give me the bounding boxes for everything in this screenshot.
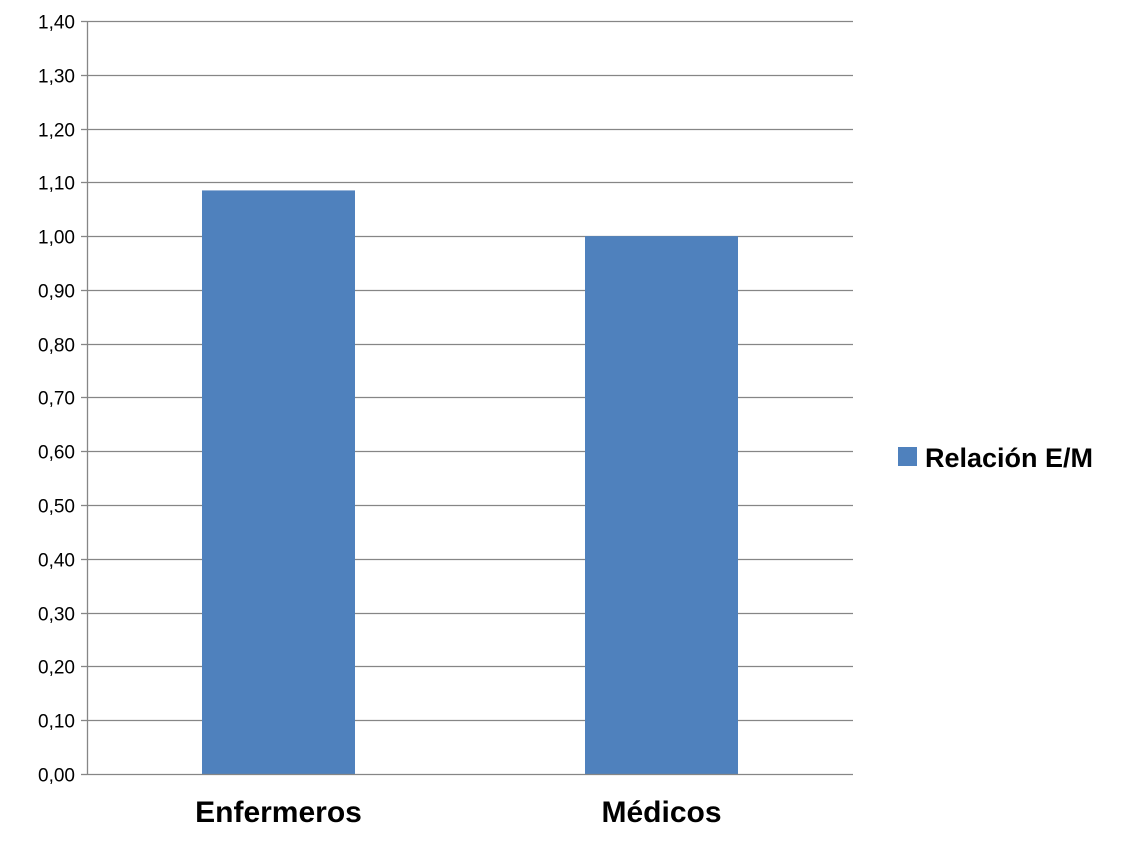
y-tick-label: 0,20 (38, 658, 75, 679)
legend-label: Relación E/M (925, 443, 1093, 473)
y-tick-label: 0,50 (38, 497, 75, 518)
y-tick-label: 0,30 (38, 605, 75, 626)
gridlines (87, 20, 853, 722)
y-axis-ticks: 0,00 0,10 0,20 0,30 0,40 0,50 0,60 0,70 0,80 0,90… (38, 13, 75, 787)
y-tick-label: 0,40 (38, 551, 75, 572)
y-tick-label: 1,30 (38, 67, 75, 88)
x-axis-categories: Enfermeros Médicos (195, 796, 721, 829)
y-tick-label: 0,70 (38, 389, 75, 410)
bars (202, 190, 738, 775)
bar-enfermeros (202, 190, 355, 775)
y-tick-label: 0,60 (38, 443, 75, 464)
legend: Relación E/M (898, 443, 1093, 473)
y-tick-label: 0,10 (38, 712, 75, 733)
y-tick-label: 1,20 (38, 121, 75, 142)
y-tick-label: 1,40 (38, 13, 75, 34)
y-tick-label: 1,00 (38, 228, 75, 249)
x-category-label: Médicos (601, 796, 721, 829)
y-tick-label: 0,90 (38, 282, 75, 303)
y-tick-label: 0,80 (38, 336, 75, 357)
axes (81, 20, 853, 776)
legend-swatch (898, 447, 917, 466)
bar-m-dicos (585, 236, 738, 775)
y-tick-label: 0,00 (38, 766, 75, 787)
y-tick-label: 1,10 (38, 174, 75, 195)
x-category-label: Enfermeros (195, 796, 362, 829)
